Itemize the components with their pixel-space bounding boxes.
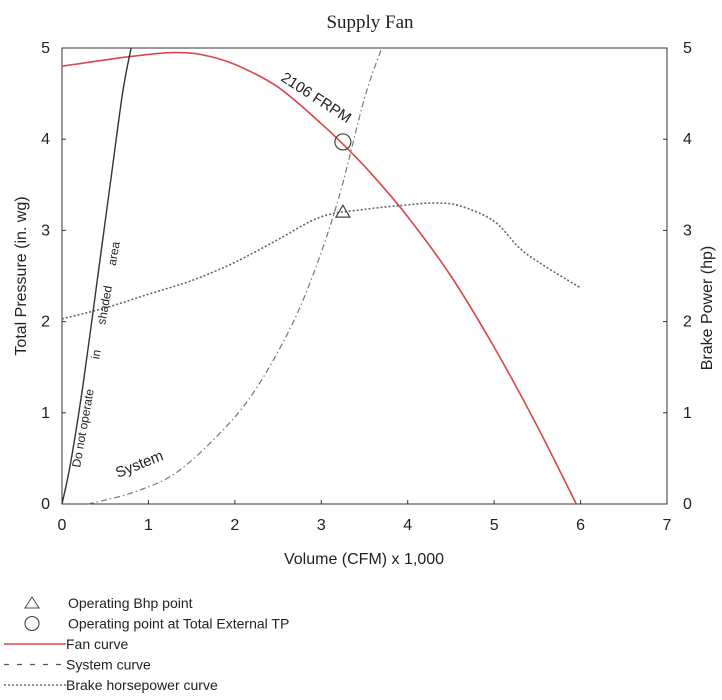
- y-tick-label: 0: [41, 496, 50, 513]
- x-axis-label: Volume (CFM) x 1,000: [284, 551, 444, 568]
- plot-area: [61, 47, 668, 505]
- x-tick-label: 1: [144, 517, 153, 534]
- chart-title: Supply Fan: [326, 12, 414, 33]
- legend-label: Operating point at Total External TP: [68, 616, 289, 632]
- y2-tick-label: 4: [683, 131, 692, 148]
- surge-text-2: in: [88, 349, 103, 361]
- x-tick-label: 7: [663, 517, 672, 534]
- series-system-line: [87, 47, 383, 505]
- y-tick-label: 5: [41, 40, 50, 57]
- legend-label: Brake horsepower curve: [66, 677, 218, 693]
- surge-text-1: Do not operate: [69, 388, 97, 469]
- series-surge-line: [61, 47, 132, 505]
- legend-triangle-icon: [24, 596, 40, 609]
- x-tick-label: 6: [576, 517, 585, 534]
- y-axis-right-ticks: 0 1 2 3 4 5: [663, 40, 692, 513]
- y-tick-label: 3: [41, 222, 50, 239]
- system-curve-annotation: System: [113, 447, 166, 481]
- surge-area-annotation: Do not operate in shaded area: [69, 240, 123, 468]
- surge-text-3: shaded: [94, 285, 115, 326]
- series-fan-line: [61, 51, 578, 505]
- x-tick-label: 3: [317, 517, 326, 534]
- surge-text-4: area: [105, 240, 123, 266]
- legend-circle-icon: [24, 615, 40, 632]
- legend: Operating Bhp point Operating point at To…: [4, 595, 289, 693]
- y-axis-left-ticks: 0 1 2 3 4 5: [41, 40, 66, 513]
- x-axis-ticks: 0 1 2 3 4 5 6 7: [58, 500, 672, 534]
- y2-tick-label: 5: [683, 40, 692, 57]
- operating-bhp-point-marker: [334, 203, 351, 218]
- y-tick-label: 4: [41, 131, 50, 148]
- y2-tick-label: 2: [683, 314, 692, 331]
- x-tick-label: 5: [490, 517, 499, 534]
- series-layer: [61, 47, 582, 505]
- legend-label: Fan curve: [66, 636, 128, 652]
- y-axis-right-label: Brake Power (hp): [699, 246, 716, 371]
- y2-tick-label: 1: [683, 405, 692, 422]
- y2-tick-label: 3: [683, 222, 692, 239]
- y-axis-left-label: Total Pressure (in. wg): [13, 196, 30, 355]
- series-bhp-line: [61, 202, 582, 320]
- operating-points: [334, 133, 352, 218]
- y-tick-label: 1: [41, 405, 50, 422]
- x-tick-label: 2: [230, 517, 239, 534]
- y-tick-label: 2: [41, 314, 50, 331]
- x-tick-label: 4: [403, 517, 412, 534]
- operating-tp-point-marker: [334, 133, 352, 151]
- legend-label: System curve: [66, 657, 151, 673]
- y2-tick-label: 0: [683, 496, 692, 513]
- legend-label: Operating Bhp point: [68, 595, 193, 611]
- x-tick-label: 0: [58, 517, 67, 534]
